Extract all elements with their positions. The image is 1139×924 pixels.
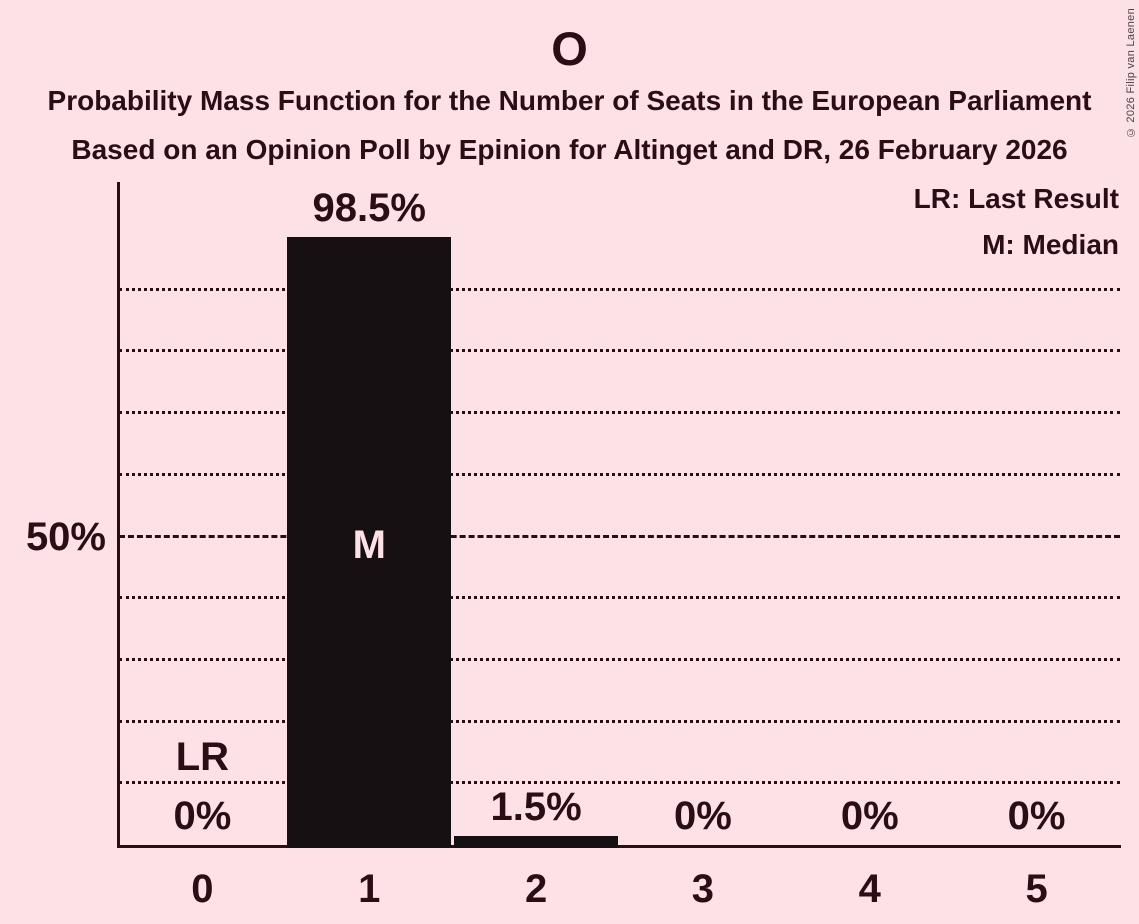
value-label-seats-0: 0% <box>173 794 232 838</box>
chart-title: O <box>551 22 588 75</box>
x-tick-label-3: 3 <box>691 867 715 911</box>
bar-seats-1 <box>287 237 452 848</box>
x-tick-label-0: 0 <box>191 867 214 911</box>
legend-last-result: LR: Last Result <box>913 183 1119 214</box>
y-axis-line <box>117 182 120 848</box>
legend-median: M: Median <box>982 229 1119 260</box>
x-tick-label-5: 5 <box>1025 867 1048 911</box>
chart-subtitle-line2: Based on an Opinion Poll by Epinion for … <box>71 134 1068 165</box>
gridline-90pct <box>119 287 1120 291</box>
bar-seats-2 <box>454 835 619 848</box>
chart-subtitle-line1: Probability Mass Function for the Number… <box>47 85 1092 116</box>
gridline-80pct <box>119 349 1120 353</box>
gridline-20pct <box>119 719 1120 723</box>
y-axis-tick-label: 50% <box>25 515 106 559</box>
gridline-30pct <box>119 657 1120 661</box>
value-label-seats-2: 1.5% <box>490 784 582 829</box>
median-marker: M <box>352 523 386 567</box>
value-label-seats-5: 0% <box>1007 794 1066 838</box>
last-result-marker: LR <box>175 735 230 779</box>
x-tick-label-1: 1 <box>358 867 381 911</box>
value-label-seats-4: 0% <box>840 794 899 838</box>
value-label-seats-1: 98.5% <box>312 186 426 231</box>
x-axis-line <box>117 845 1121 848</box>
gridline-50pct <box>119 534 1120 538</box>
gridline-70pct <box>119 411 1120 415</box>
x-tick-label-4: 4 <box>858 867 881 911</box>
x-tick-label-2: 2 <box>524 867 548 911</box>
gridline-10pct <box>119 781 1120 785</box>
gridline-60pct <box>119 472 1120 476</box>
gridline-40pct <box>119 596 1120 600</box>
value-label-seats-3: 0% <box>674 794 732 838</box>
